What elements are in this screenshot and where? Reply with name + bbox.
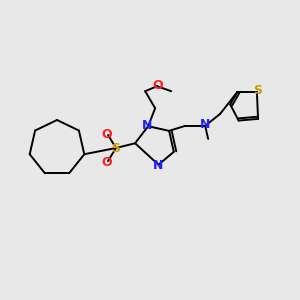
- Text: O: O: [102, 155, 112, 169]
- Text: S: S: [254, 84, 262, 98]
- Text: O: O: [102, 128, 112, 140]
- Text: N: N: [153, 159, 164, 172]
- Text: O: O: [153, 79, 164, 92]
- Text: N: N: [142, 119, 152, 132]
- Text: N: N: [200, 118, 210, 131]
- Text: S: S: [112, 142, 121, 154]
